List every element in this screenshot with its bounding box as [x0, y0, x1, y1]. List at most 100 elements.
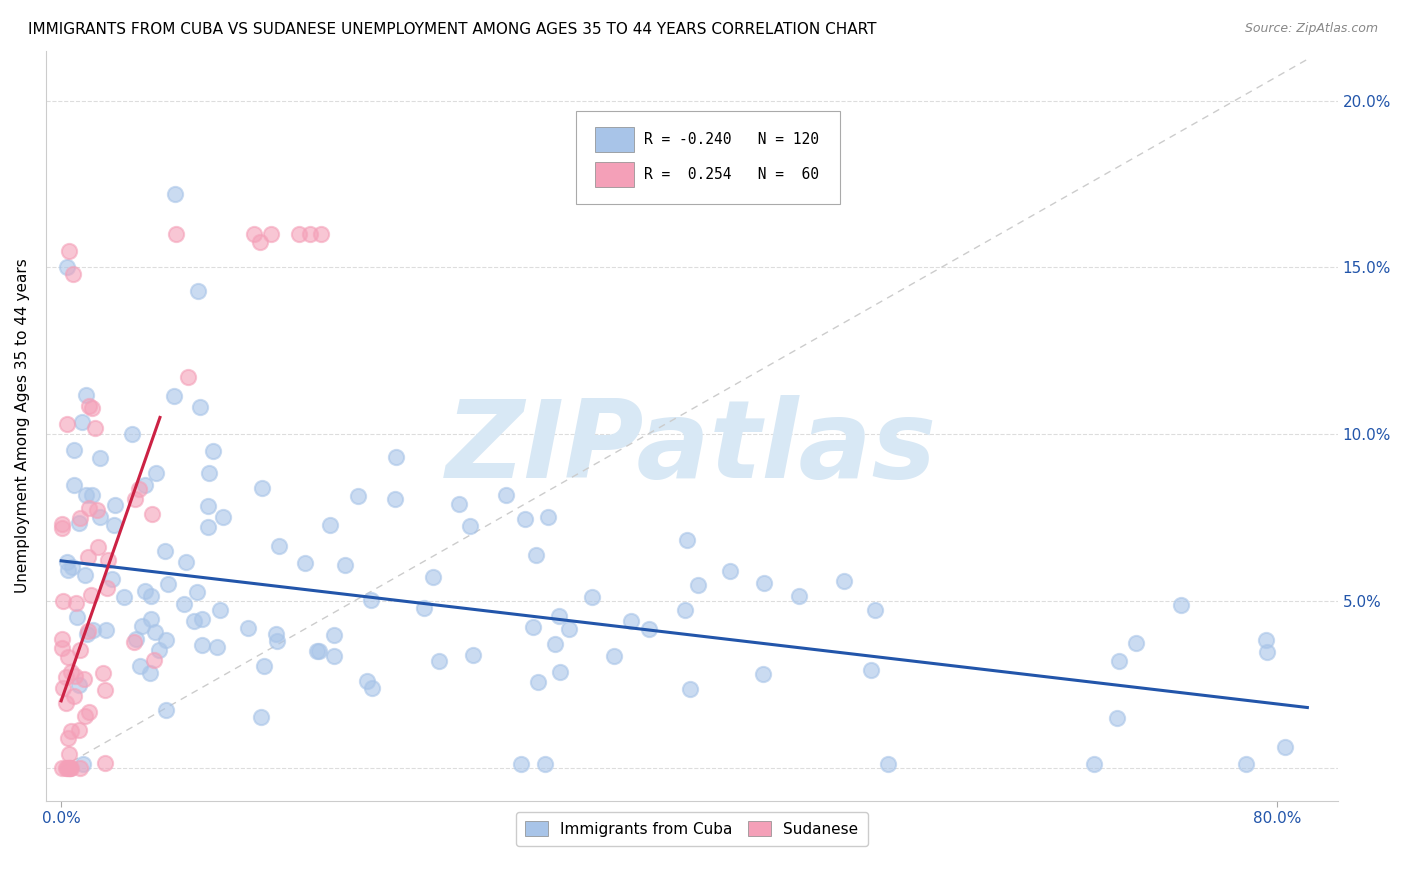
Sudanese	[77, 705, 100, 719]
Immigrants from Cuba	[412, 600, 434, 615]
Sudanese	[86, 503, 108, 517]
Immigrants from Cuba	[449, 497, 471, 511]
Immigrants from Cuba	[638, 622, 661, 636]
Sudanese	[55, 697, 77, 711]
Sudanese	[124, 491, 146, 506]
Immigrants from Cuba	[1083, 757, 1105, 772]
Immigrants from Cuba	[294, 556, 316, 570]
Immigrants from Cuba	[527, 675, 550, 690]
Sudanese	[96, 581, 118, 595]
Sudanese	[51, 516, 73, 531]
Sudanese	[58, 760, 80, 774]
Immigrants from Cuba	[264, 626, 287, 640]
Immigrants from Cuba	[80, 488, 103, 502]
Immigrants from Cuba	[548, 609, 571, 624]
Sudanese	[56, 650, 79, 665]
Immigrants from Cuba	[173, 597, 195, 611]
Immigrants from Cuba	[422, 569, 444, 583]
Sudanese	[77, 501, 100, 516]
Immigrants from Cuba	[513, 512, 536, 526]
Sudanese	[93, 683, 115, 698]
Sudanese	[91, 665, 114, 680]
Sudanese	[58, 731, 80, 745]
Immigrants from Cuba	[188, 401, 211, 415]
Immigrants from Cuba	[56, 260, 79, 274]
Immigrants from Cuba	[384, 491, 406, 506]
Immigrants from Cuba	[427, 654, 450, 668]
Sudanese	[311, 227, 333, 241]
Immigrants from Cuba	[1170, 598, 1192, 612]
Sudanese	[51, 641, 73, 656]
Immigrants from Cuba	[139, 665, 162, 680]
Immigrants from Cuba	[134, 583, 156, 598]
Sudanese	[67, 723, 90, 738]
Immigrants from Cuba	[112, 590, 135, 604]
Immigrants from Cuba	[718, 564, 741, 578]
Immigrants from Cuba	[603, 649, 626, 664]
Immigrants from Cuba	[104, 499, 127, 513]
Immigrants from Cuba	[72, 415, 94, 429]
Immigrants from Cuba	[129, 659, 152, 673]
Text: Source: ZipAtlas.com: Source: ZipAtlas.com	[1244, 22, 1378, 36]
Immigrants from Cuba	[67, 678, 90, 692]
Immigrants from Cuba	[1125, 636, 1147, 650]
Immigrants from Cuba	[139, 612, 162, 626]
Immigrants from Cuba	[863, 602, 886, 616]
Immigrants from Cuba	[94, 623, 117, 637]
Immigrants from Cuba	[308, 643, 330, 657]
Sudanese	[58, 244, 80, 258]
Immigrants from Cuba	[125, 632, 148, 646]
Immigrants from Cuba	[319, 518, 342, 533]
Immigrants from Cuba	[679, 681, 702, 696]
Sudanese	[55, 670, 77, 684]
Immigrants from Cuba	[60, 559, 83, 574]
Immigrants from Cuba	[347, 489, 370, 503]
Immigrants from Cuba	[66, 610, 89, 624]
Immigrants from Cuba	[859, 663, 882, 677]
Immigrants from Cuba	[89, 450, 111, 465]
Immigrants from Cuba	[148, 643, 170, 657]
Sudanese	[243, 227, 266, 241]
Immigrants from Cuba	[1274, 740, 1296, 755]
Sudanese	[51, 760, 73, 774]
Sudanese	[84, 421, 107, 435]
Immigrants from Cuba	[250, 482, 273, 496]
Sudanese	[76, 549, 98, 564]
Sudanese	[259, 227, 281, 241]
Sudanese	[69, 760, 91, 774]
Immigrants from Cuba	[461, 648, 484, 662]
Immigrants from Cuba	[62, 442, 84, 457]
Immigrants from Cuba	[55, 555, 77, 569]
Sudanese	[72, 672, 94, 686]
Immigrants from Cuba	[323, 648, 346, 663]
Immigrants from Cuba	[1256, 645, 1278, 659]
Bar	[595, 128, 634, 152]
Immigrants from Cuba	[548, 665, 571, 680]
Immigrants from Cuba	[82, 623, 104, 637]
Immigrants from Cuba	[197, 466, 219, 480]
Sudanese	[82, 401, 104, 415]
Sudanese	[63, 668, 86, 682]
Immigrants from Cuba	[509, 757, 531, 772]
Immigrants from Cuba	[190, 638, 212, 652]
Immigrants from Cuba	[67, 516, 90, 530]
Immigrants from Cuba	[620, 614, 643, 628]
FancyBboxPatch shape	[575, 111, 841, 204]
Sudanese	[94, 756, 117, 771]
Immigrants from Cuba	[384, 450, 406, 465]
Immigrants from Cuba	[537, 509, 560, 524]
Immigrants from Cuba	[675, 533, 697, 548]
Immigrants from Cuba	[544, 637, 567, 651]
Immigrants from Cuba	[360, 593, 382, 607]
Immigrants from Cuba	[121, 426, 143, 441]
Immigrants from Cuba	[101, 572, 124, 586]
Sudanese	[58, 747, 80, 761]
Sudanese	[87, 540, 110, 554]
Immigrants from Cuba	[202, 443, 225, 458]
Immigrants from Cuba	[89, 510, 111, 524]
Immigrants from Cuba	[1105, 711, 1128, 725]
Immigrants from Cuba	[155, 544, 177, 558]
Immigrants from Cuba	[208, 603, 231, 617]
Immigrants from Cuba	[522, 620, 544, 634]
Text: ZIPatlas: ZIPatlas	[446, 395, 938, 501]
